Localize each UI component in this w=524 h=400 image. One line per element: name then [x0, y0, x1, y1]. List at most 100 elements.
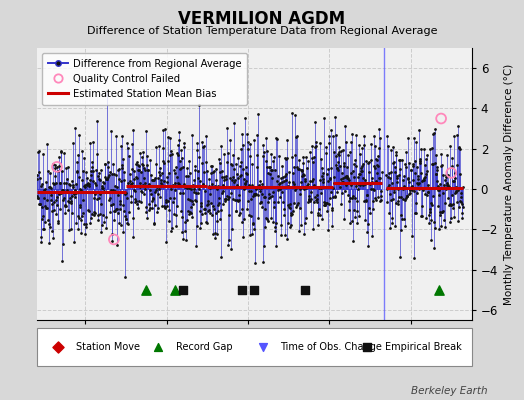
- Point: [110, 217, 118, 224]
- Point: [453, 218, 462, 224]
- Point: [316, 190, 325, 196]
- Point: [450, 177, 458, 184]
- Point: [78, 213, 86, 219]
- Point: [111, 188, 119, 194]
- Point: [52, 197, 60, 203]
- Point: [48, 201, 57, 207]
- Point: [277, 232, 285, 238]
- Point: [188, 131, 196, 138]
- Point: [61, 202, 70, 208]
- Point: [291, 186, 299, 193]
- Point: [320, 202, 328, 208]
- Point: [114, 176, 123, 182]
- Point: [109, 187, 117, 194]
- Point: [249, 137, 258, 143]
- Point: [429, 161, 437, 168]
- Point: [447, 163, 456, 170]
- Point: [169, 182, 178, 188]
- Point: [147, 191, 155, 198]
- Point: [428, 202, 436, 208]
- Point: [210, 168, 218, 174]
- Point: [184, 210, 193, 217]
- Point: [223, 193, 232, 200]
- Point: [184, 196, 193, 203]
- Point: [62, 165, 70, 171]
- Point: [397, 227, 405, 233]
- Point: [53, 164, 61, 170]
- Point: [227, 160, 235, 167]
- Point: [137, 188, 146, 195]
- Point: [211, 176, 220, 183]
- Point: [439, 172, 447, 178]
- Point: [83, 181, 91, 188]
- Point: [167, 147, 176, 154]
- Point: [80, 221, 88, 228]
- Point: [423, 188, 432, 195]
- Point: [40, 226, 49, 232]
- Point: [426, 209, 434, 215]
- Point: [433, 178, 442, 184]
- Point: [349, 193, 357, 199]
- Point: [196, 178, 204, 184]
- Point: [108, 231, 116, 238]
- Point: [64, 199, 73, 206]
- Point: [290, 200, 298, 206]
- Point: [176, 166, 184, 172]
- Point: [194, 175, 202, 181]
- Point: [160, 178, 169, 184]
- Point: [342, 173, 350, 180]
- Point: [121, 213, 129, 220]
- Point: [152, 160, 160, 167]
- Point: [168, 150, 176, 157]
- Point: [204, 182, 213, 189]
- Point: [129, 234, 137, 240]
- Point: [85, 140, 94, 146]
- Point: [154, 174, 162, 181]
- Point: [250, 191, 258, 198]
- Point: [185, 158, 194, 164]
- Point: [60, 195, 68, 201]
- Point: [418, 203, 427, 210]
- Point: [354, 186, 363, 192]
- Point: [252, 260, 260, 266]
- Point: [259, 149, 268, 155]
- Point: [243, 206, 251, 212]
- Point: [91, 182, 100, 188]
- Point: [212, 166, 221, 172]
- Point: [324, 178, 332, 184]
- Point: [327, 127, 335, 134]
- Point: [185, 209, 194, 215]
- Point: [391, 169, 399, 176]
- Point: [175, 137, 183, 143]
- Point: [269, 219, 277, 226]
- Point: [333, 164, 341, 171]
- Point: [377, 192, 385, 199]
- Point: [57, 148, 65, 155]
- Point: [322, 200, 331, 206]
- Point: [223, 125, 231, 132]
- Point: [132, 198, 140, 205]
- Point: [208, 163, 216, 169]
- Point: [110, 208, 118, 214]
- Point: [114, 192, 123, 198]
- Point: [94, 217, 103, 223]
- Point: [136, 198, 145, 205]
- Point: [224, 241, 233, 248]
- Point: [151, 144, 160, 150]
- Point: [150, 202, 159, 208]
- Point: [173, 202, 181, 209]
- Point: [83, 182, 92, 189]
- Point: [82, 168, 90, 175]
- Point: [400, 161, 409, 167]
- Point: [193, 147, 201, 154]
- Point: [366, 180, 374, 186]
- Point: [310, 198, 319, 205]
- Point: [400, 216, 408, 222]
- Point: [454, 204, 463, 211]
- Point: [232, 182, 241, 188]
- Point: [88, 210, 96, 217]
- Point: [42, 205, 51, 211]
- Point: [257, 204, 266, 210]
- Point: [187, 186, 195, 192]
- Point: [133, 159, 141, 166]
